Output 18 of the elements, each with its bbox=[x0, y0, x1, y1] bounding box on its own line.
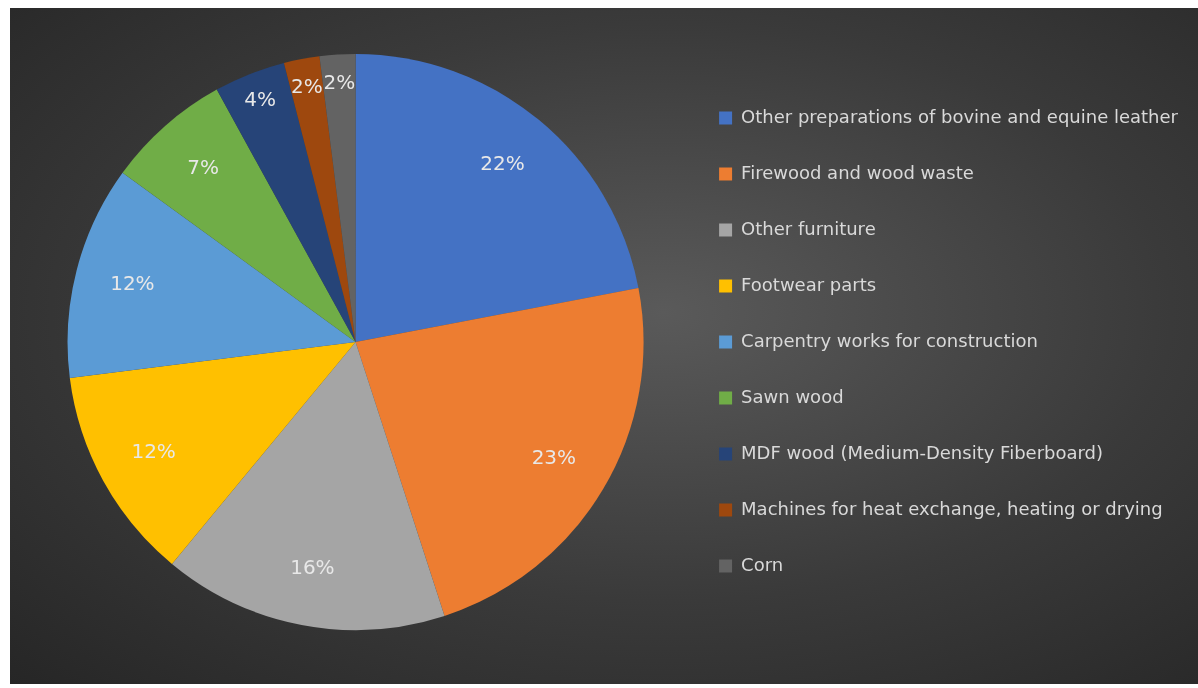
legend-label: MDF wood (Medium-Density Fiberboard) bbox=[741, 441, 1104, 463]
legend-label: Firewood and wood waste bbox=[741, 161, 974, 183]
legend-label: Footwear parts bbox=[741, 273, 877, 295]
data-label: 7% bbox=[187, 155, 220, 180]
legend-label: Other preparations of bovine and equine leather bbox=[741, 105, 1179, 127]
data-label: 4% bbox=[244, 87, 276, 112]
data-label: 12% bbox=[110, 270, 155, 295]
data-label: 22% bbox=[480, 150, 525, 175]
data-label: 12% bbox=[131, 439, 176, 464]
data-label: 2% bbox=[323, 69, 356, 94]
data-label: 23% bbox=[531, 445, 577, 470]
legend-label: Machines for heat exchange, heating or drying bbox=[741, 497, 1163, 519]
legend-label: Other furniture bbox=[741, 217, 876, 239]
data-label: 2% bbox=[291, 73, 323, 98]
legend-label: Sawn wood bbox=[741, 385, 844, 407]
legend-label: Carpentry works for construction bbox=[741, 329, 1038, 351]
data-label: 16% bbox=[290, 554, 335, 579]
legend-label: Corn bbox=[741, 553, 784, 575]
